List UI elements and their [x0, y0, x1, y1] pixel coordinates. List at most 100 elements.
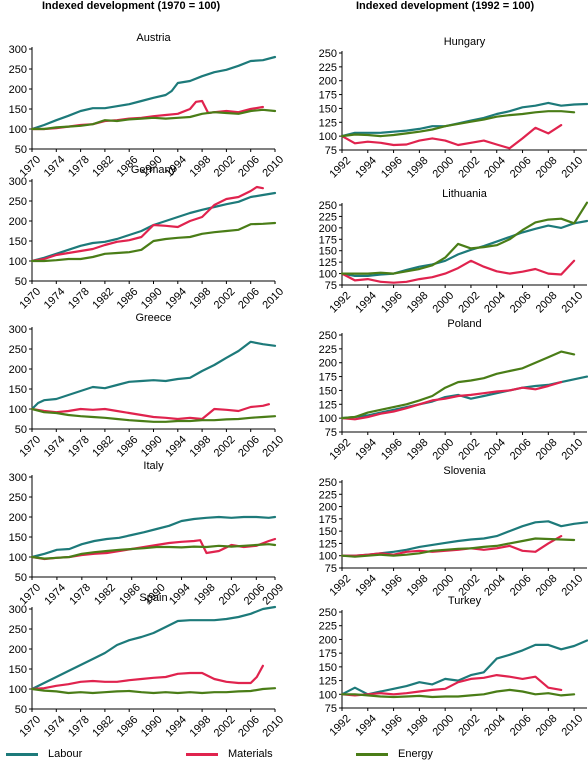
x-tick-label: 1996 — [379, 713, 405, 739]
y-tick-label: 200 — [319, 76, 337, 88]
x-tick-label: 1974 — [42, 434, 68, 460]
x-tick-label: 1978 — [66, 714, 92, 740]
x-tick-label: 1982 — [90, 154, 116, 180]
x-tick-label: 2004 — [482, 290, 508, 316]
y-tick-label: 200 — [9, 216, 27, 228]
chart-title-hungary: Hungary — [444, 36, 486, 48]
x-tick-label: 1994 — [353, 437, 379, 463]
x-tick-label: 2009 — [260, 582, 286, 608]
x-tick-label: 1996 — [379, 573, 405, 599]
x-tick-label: 1978 — [66, 286, 92, 312]
y-tick-label: 300 — [9, 176, 27, 188]
series-line-materials-poland — [340, 381, 563, 421]
y-tick-label: 125 — [319, 676, 337, 688]
y-tick-label: 200 — [9, 512, 27, 524]
chart-title-germany: Germany — [131, 164, 177, 176]
y-tick-label: 75 — [325, 427, 337, 439]
y-tick-label: 225 — [319, 211, 337, 223]
legend-swatch-energy — [356, 752, 388, 756]
y-tick-label: 175 — [319, 648, 337, 660]
series-line-labour-austria — [30, 55, 277, 131]
series-line-energy-slovenia — [340, 537, 576, 558]
x-tick-label: 1998 — [188, 286, 214, 312]
x-tick-label: 2006 — [508, 573, 534, 599]
y-tick-label: 50 — [15, 144, 27, 156]
y-tick-label: 75 — [325, 703, 337, 715]
chart-title-lithuania: Lithuania — [442, 188, 488, 200]
x-tick-label: 1996 — [379, 290, 405, 316]
x-tick-label: 2006 — [508, 713, 534, 739]
x-tick-label: 1986 — [115, 286, 141, 312]
y-tick-label: 200 — [9, 364, 27, 376]
x-tick-label: 1998 — [188, 434, 214, 460]
chart-title-spain: Spain — [139, 592, 167, 604]
y-tick-label: 200 — [9, 644, 27, 656]
x-tick-label: 1990 — [139, 714, 165, 740]
y-tick-label: 100 — [319, 269, 337, 281]
y-tick-label: 100 — [9, 124, 27, 136]
series-line-energy-hungary — [340, 110, 576, 138]
x-tick-label: 1998 — [405, 437, 431, 463]
y-tick-label: 225 — [319, 621, 337, 633]
y-tick-label: 225 — [319, 344, 337, 356]
x-tick-label: 2002 — [212, 434, 238, 460]
x-tick-label: 2010 — [560, 155, 586, 181]
y-tick-label: 200 — [319, 502, 337, 514]
chart-title-poland: Poland — [447, 318, 481, 330]
legend-item-energy: Energy — [356, 748, 433, 760]
chart-title-austria: Austria — [136, 32, 171, 44]
y-tick-label: 50 — [15, 424, 27, 436]
x-tick-label: 2010 — [560, 290, 586, 316]
x-tick-label: 2002 — [456, 713, 482, 739]
x-tick-label: 1994 — [163, 434, 189, 460]
x-tick-label: 1994 — [163, 714, 189, 740]
legend-swatch-labour — [6, 752, 38, 756]
y-tick-label: 300 — [9, 44, 27, 56]
x-tick-label: 2010 — [560, 437, 586, 463]
x-tick-label: 2006 — [508, 290, 534, 316]
y-tick-label: 125 — [319, 117, 337, 129]
x-tick-label: 1982 — [90, 286, 116, 312]
x-tick-label: 1994 — [353, 713, 379, 739]
series-line-labour-turkey — [340, 639, 588, 696]
x-tick-label: 2006 — [236, 714, 262, 740]
y-tick-label: 250 — [319, 607, 337, 619]
x-tick-label: 1974 — [42, 714, 68, 740]
y-tick-label: 75 — [325, 563, 337, 575]
series-line-materials-lithuania — [340, 259, 576, 284]
x-tick-label: 1992 — [327, 155, 353, 181]
chart-title-slovenia: Slovenia — [443, 465, 486, 477]
x-tick-label: 2006 — [236, 154, 262, 180]
x-tick-label: 1978 — [66, 154, 92, 180]
y-tick-label: 200 — [9, 84, 27, 96]
x-tick-label: 1974 — [42, 154, 68, 180]
x-tick-label: 1994 — [353, 290, 379, 316]
series-line-labour-spain — [30, 605, 277, 691]
x-tick-label: 2008 — [534, 290, 560, 316]
y-tick-label: 50 — [15, 704, 27, 716]
y-tick-label: 125 — [319, 399, 337, 411]
x-tick-label: 1982 — [90, 434, 116, 460]
y-tick-label: 150 — [319, 385, 337, 397]
x-tick-label: 1994 — [353, 155, 379, 181]
x-tick-label: 2010 — [260, 286, 286, 312]
x-tick-label: 2000 — [431, 713, 457, 739]
series-line-energy-germany — [30, 221, 277, 263]
legend-label-labour: Labour — [48, 748, 83, 760]
y-tick-label: 300 — [9, 324, 27, 336]
y-tick-label: 100 — [9, 552, 27, 564]
y-tick-label: 75 — [325, 280, 337, 292]
x-tick-label: 1994 — [167, 582, 193, 608]
x-tick-label: 1992 — [327, 713, 353, 739]
series-line-energy-poland — [340, 350, 576, 420]
x-tick-label: 1992 — [327, 290, 353, 316]
legend-swatch-materials — [186, 752, 218, 756]
y-tick-label: 200 — [319, 223, 337, 235]
x-tick-label: 1974 — [42, 286, 68, 312]
y-tick-label: 50 — [15, 572, 27, 584]
chart-greece: Greece5010015020025030019701974197819821… — [9, 312, 287, 460]
